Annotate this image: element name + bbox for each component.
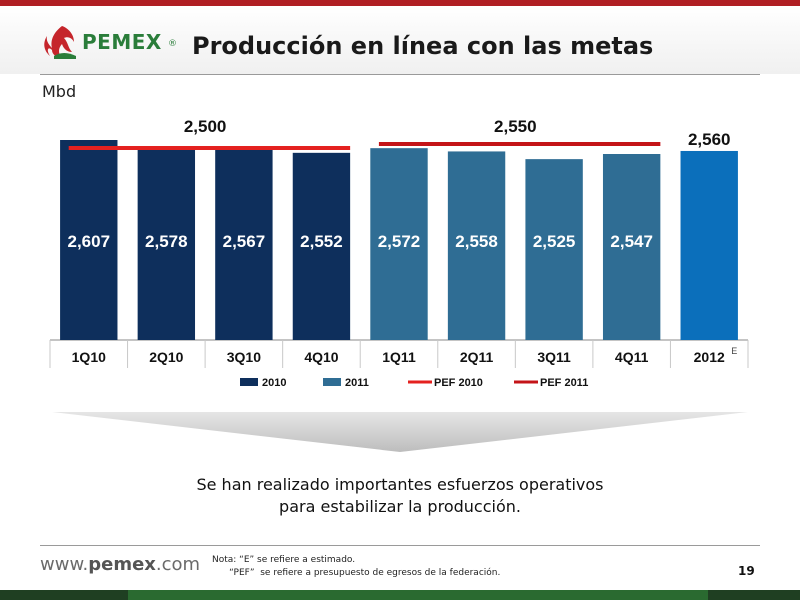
url-prefix: www. <box>40 554 89 575</box>
page-title: Producción en línea con las metas <box>192 32 654 60</box>
category-label-2012: 2012 <box>694 349 725 365</box>
category-label-3Q10: 3Q10 <box>227 349 261 365</box>
registered-mark: ® <box>168 39 177 49</box>
bar-4Q10 <box>292 152 351 340</box>
category-label-4Q10: 4Q10 <box>304 349 338 365</box>
value-label-2012: 2,560 <box>688 130 731 149</box>
url-suffix: .com <box>155 554 201 575</box>
website-url: www.pemex.com <box>40 554 200 575</box>
bottom-strip-left-block <box>0 590 128 600</box>
value-label-1Q11: 2,572 <box>378 232 421 251</box>
footnote: Nota: “E” se refiere a estimado. “PEF” s… <box>212 554 500 580</box>
bottom-strip-right-block <box>708 590 800 600</box>
key-message-line-1: Se han realizado importantes esfuerzos o… <box>196 475 604 494</box>
bar-3Q10 <box>215 149 273 340</box>
eagle-icon <box>44 26 76 59</box>
footer-divider <box>40 545 760 546</box>
logo-wordmark: PEMEX <box>82 30 162 54</box>
legend-swatch-2010 <box>240 378 258 386</box>
value-label-1Q10: 2,607 <box>68 232 111 251</box>
category-label-2Q10: 2Q10 <box>149 349 183 365</box>
target-label-pef-2011: 2,550 <box>494 117 537 136</box>
value-label-2Q10: 2,578 <box>145 232 188 251</box>
category-superscript-2012: E <box>731 346 737 356</box>
top-accent-bar <box>0 0 800 6</box>
legend-label-pef-2010: PEF 2010 <box>434 377 483 389</box>
category-label-2Q11: 2Q11 <box>460 349 494 365</box>
bar-2Q11 <box>447 151 506 340</box>
value-label-3Q11: 2,525 <box>533 232 576 251</box>
category-label-4Q11: 4Q11 <box>615 349 649 365</box>
category-label-3Q11: 3Q11 <box>537 349 571 365</box>
bar-1Q10 <box>60 140 118 340</box>
production-bar-chart: 2,607 2,578 2,567 2,552 2,572 2,558 2,525 2,547… <box>49 117 749 389</box>
legend-label-pef-2011: PEF 2011 <box>540 377 588 389</box>
header-divider <box>40 74 760 75</box>
url-brand: pemex <box>88 554 156 575</box>
category-label-1Q11: 1Q11 <box>382 349 416 365</box>
legend-label-2011: 2011 <box>345 377 369 389</box>
bar-1Q11 <box>370 148 428 340</box>
category-label-1Q10: 1Q10 <box>72 349 106 365</box>
bar-3Q11 <box>525 159 583 340</box>
callout-arrow-shape <box>52 412 748 452</box>
pemex-logo: PEMEX ® <box>40 22 180 66</box>
footnote-line-2: “PEF” se refiere a presupuesto de egreso… <box>212 568 501 578</box>
bar-2Q10 <box>137 146 196 340</box>
value-label-4Q11: 2,547 <box>610 232 653 251</box>
legend-label-2010: 2010 <box>262 377 286 389</box>
value-label-2Q11: 2,558 <box>455 232 498 251</box>
key-message: Se han realizado importantes esfuerzos o… <box>150 474 650 518</box>
bottom-strip <box>0 590 800 600</box>
key-message-line-2: para estabilizar la producción. <box>279 497 521 516</box>
bar-4Q11 <box>602 154 661 340</box>
value-label-4Q10: 2,552 <box>300 232 343 251</box>
unit-label: Mbd <box>42 82 77 101</box>
target-label-pef-2010: 2,500 <box>184 117 227 136</box>
legend-swatch-2011 <box>323 378 341 386</box>
bar-2012 <box>680 150 738 340</box>
footnote-line-1: Nota: “E” se refiere a estimado. <box>212 555 356 565</box>
header-band <box>0 6 800 74</box>
value-label-3Q10: 2,567 <box>223 232 266 251</box>
page-number: 19 <box>738 564 755 578</box>
